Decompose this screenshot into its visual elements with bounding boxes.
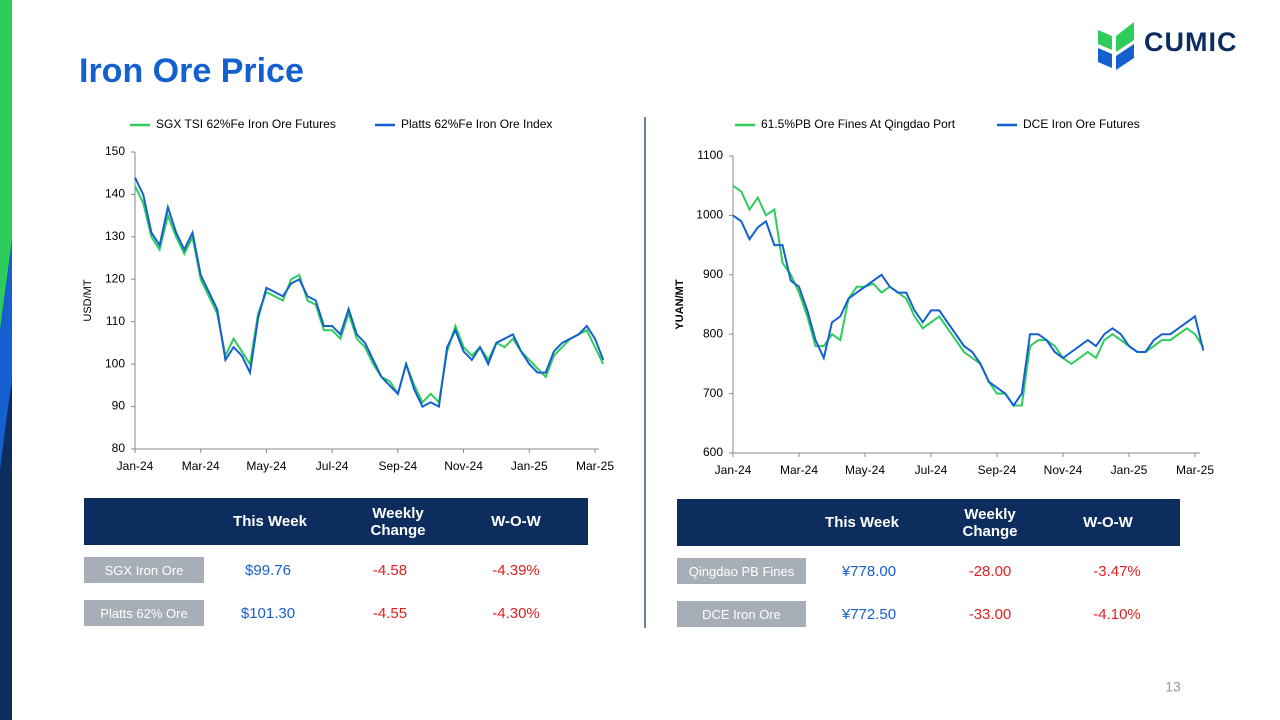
row-label: Platts 62% Ore xyxy=(84,600,204,626)
x-tick-label: May-24 xyxy=(845,463,885,477)
legend-label: DCE Iron Ore Futures xyxy=(1023,117,1140,131)
table-cell: -3.47% xyxy=(1093,563,1141,580)
y-axis-label: YUAN/MT xyxy=(674,279,686,329)
table-cell: -4.10% xyxy=(1093,606,1141,623)
y-tick-label: 130 xyxy=(105,229,125,243)
logo-icon xyxy=(1098,22,1134,70)
series-line xyxy=(732,214,1205,408)
table-cell: -4.58 xyxy=(372,562,408,579)
x-tick-label: Jul-24 xyxy=(915,463,948,477)
header-cell: This Week xyxy=(825,514,899,531)
y-tick-label: 100 xyxy=(105,356,125,370)
legend-label: 61.5%PB Ore Fines At Qingdao Port xyxy=(761,117,956,131)
legend-label: SGX TSI 62%Fe Iron Ore Futures xyxy=(156,117,336,131)
header-cell: This Week xyxy=(233,513,307,530)
x-tick-label: Mar-24 xyxy=(182,459,220,473)
y-tick-label: 600 xyxy=(703,445,723,459)
logo-text: CUMIC xyxy=(1144,27,1238,57)
table-cell: -33.00 xyxy=(968,606,1012,623)
x-tick-label: Mar-25 xyxy=(1176,463,1214,477)
y-tick-label: 120 xyxy=(105,271,125,285)
table-cell: $99.76 xyxy=(245,562,291,579)
table-cell: -4.55 xyxy=(372,605,408,622)
y-axis-label: USD/MT xyxy=(82,279,94,321)
x-tick-label: Sep-24 xyxy=(379,459,418,473)
x-tick-label: Jan-24 xyxy=(117,459,154,473)
page-number: 13 xyxy=(1165,679,1181,695)
table-cell: -4.30% xyxy=(492,605,540,622)
table-cell: ¥772.50 xyxy=(841,606,897,623)
y-tick-label: 900 xyxy=(703,267,723,281)
row-label: SGX Iron Ore xyxy=(84,557,204,583)
y-tick-label: 80 xyxy=(112,441,126,455)
x-tick-label: Jan-25 xyxy=(1111,463,1148,477)
series-line xyxy=(134,185,605,405)
legend-label: Platts 62%Fe Iron Ore Index xyxy=(401,117,552,131)
x-tick-label: Mar-25 xyxy=(576,459,614,473)
side-stripe-blue xyxy=(0,240,12,470)
x-tick-label: Jul-24 xyxy=(316,459,349,473)
x-tick-label: Mar-24 xyxy=(780,463,818,477)
y-tick-label: 1000 xyxy=(696,208,723,222)
header-cell: W-O-W xyxy=(1083,514,1133,531)
table-header: This Week Weekly Change W-O-W xyxy=(677,499,1180,546)
y-tick-label: 90 xyxy=(112,399,126,413)
row-label: Qingdao PB Fines xyxy=(677,558,806,584)
x-tick-label: Jan-25 xyxy=(511,459,548,473)
table-cell: -4.39% xyxy=(492,562,540,579)
x-tick-label: Jan-24 xyxy=(715,463,752,477)
x-tick-label: Nov-24 xyxy=(444,459,483,473)
y-tick-label: 800 xyxy=(703,326,723,340)
header-cell: Weekly Change xyxy=(370,504,426,539)
x-tick-label: May-24 xyxy=(246,459,286,473)
slide-title: Iron Ore Price xyxy=(79,52,304,90)
series-line xyxy=(134,177,605,409)
table-cell: -28.00 xyxy=(968,563,1012,580)
y-tick-label: 110 xyxy=(106,314,125,328)
series-line xyxy=(732,184,1205,407)
x-tick-label: Sep-24 xyxy=(978,463,1017,477)
y-tick-label: 1100 xyxy=(697,148,723,162)
y-tick-label: 140 xyxy=(105,187,125,201)
side-stripe-green xyxy=(0,0,12,330)
header-cell: Weekly Change xyxy=(962,505,1018,540)
table-cell: ¥778.00 xyxy=(841,563,897,580)
table-header: This Week Weekly Change W-O-W xyxy=(84,498,588,545)
x-tick-label: Nov-24 xyxy=(1044,463,1083,477)
table-cell: $101.30 xyxy=(240,605,296,622)
y-tick-label: 150 xyxy=(105,144,125,158)
header-cell: W-O-W xyxy=(491,513,541,530)
y-tick-label: 700 xyxy=(703,386,723,400)
row-label: DCE Iron Ore xyxy=(677,601,806,627)
